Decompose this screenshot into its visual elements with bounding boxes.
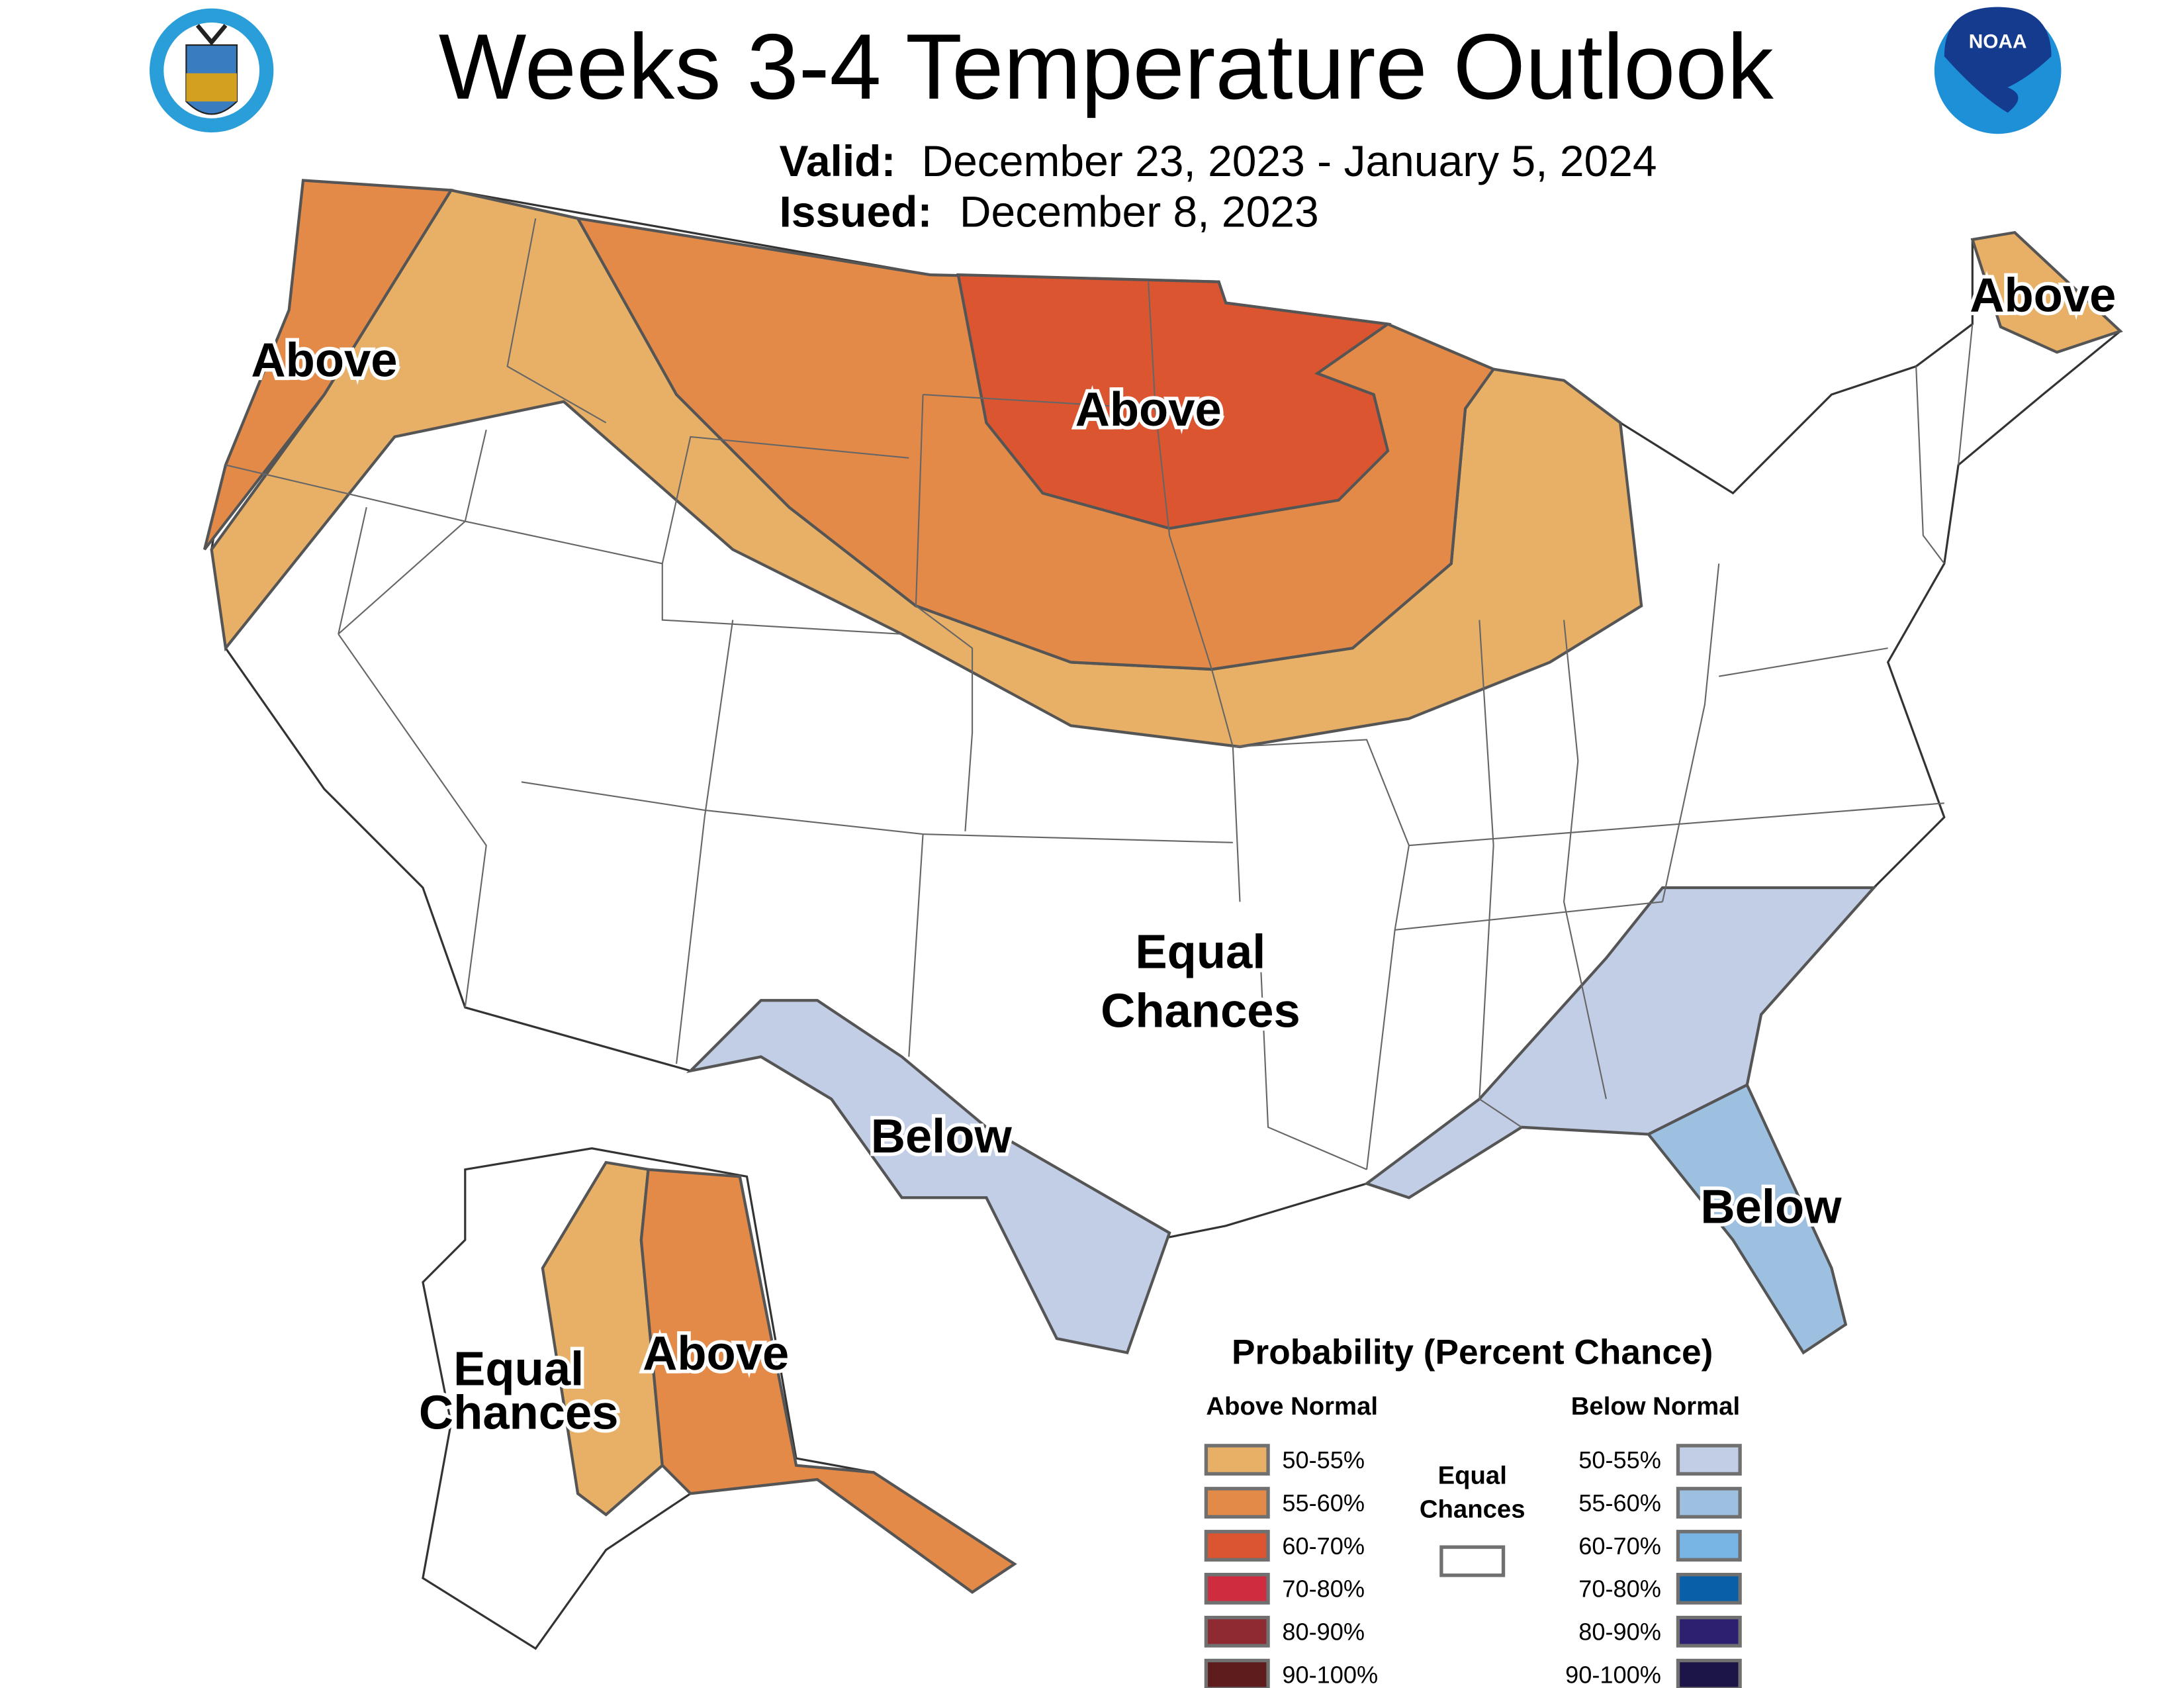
legend-label-above-5: 90-100% (1282, 1662, 1378, 1688)
valid-label: Valid: (779, 136, 895, 185)
noaa-logo: NOAA (1934, 7, 2062, 134)
department-of-commerce-seal (150, 8, 274, 133)
legend-swatch-below-1 (1676, 1487, 1742, 1519)
legend-swatch-below-5 (1676, 1658, 1742, 1688)
label-alaska-above: Above (643, 1327, 789, 1380)
legend-equal-2: Chances (1420, 1495, 1525, 1523)
region-above-60-70-upper-midwest (956, 273, 1392, 530)
issued-label: Issued: (779, 187, 932, 236)
legend-swatch-below-4 (1676, 1615, 1742, 1648)
label-pacific-nw: Above (251, 333, 397, 387)
region-below-55-60-florida (1646, 1083, 1848, 1355)
label-north-central: Above (1075, 383, 1222, 436)
label-florida-below: Below (1700, 1180, 1842, 1234)
legend-swatch-above-5 (1204, 1658, 1270, 1688)
legend-swatch-below-0 (1676, 1444, 1742, 1476)
legend-label-above-2: 60-70% (1282, 1532, 1365, 1560)
valid-range: December 23, 2023 - January 5, 2024 (921, 136, 1657, 185)
legend-label-below-5: 90-100% (1565, 1662, 1661, 1688)
legend-swatch-above-4 (1204, 1615, 1270, 1648)
legend-swatch-below-3 (1676, 1572, 1742, 1605)
legend-below-header: Below Normal (1571, 1392, 1740, 1421)
legend-swatch-equal (1439, 1545, 1506, 1577)
legend-swatch-below-2 (1676, 1530, 1742, 1562)
legend-swatch-above-0 (1204, 1444, 1270, 1476)
label-maine: Above (1970, 268, 2116, 322)
legend-label-below-2: 60-70% (1578, 1532, 1661, 1560)
issued-date: December 8, 2023 (960, 187, 1319, 236)
region-below-50-55-southeast (1363, 886, 1878, 1199)
legend-equal-1: Equal (1438, 1461, 1507, 1489)
label-alaska-equal-1: Equal (453, 1342, 584, 1395)
state-borders (225, 218, 1974, 1170)
legend-label-above-1: 55-60% (1282, 1489, 1365, 1517)
region-above-50-55-maine (1970, 230, 2123, 354)
legend-label-below-1: 55-60% (1578, 1489, 1661, 1517)
legend-swatch-above-3 (1204, 1572, 1270, 1605)
legend-label-above-0: 50-55% (1282, 1446, 1365, 1474)
region-above-55-60-pacific-nw (203, 179, 454, 551)
label-alaska-equal-2: Chances (419, 1385, 619, 1439)
region-below-50-55-texas (686, 999, 1171, 1354)
label-equal-chances-2: Chances (1101, 984, 1300, 1038)
legend-above-header: Above Normal (1206, 1392, 1378, 1421)
label-texas-below: Below (871, 1109, 1013, 1163)
noaa-logo-text: NOAA (1969, 30, 2027, 52)
legend-label-below-4: 80-90% (1578, 1618, 1661, 1646)
forecast-regions (203, 179, 2123, 1355)
alaska-region-above-55-60 (639, 1168, 1017, 1594)
legend-label-above-4: 80-90% (1282, 1618, 1365, 1646)
legend-label-below-3: 70-80% (1578, 1575, 1661, 1603)
page-title: Weeks 3-4 Temperature Outlook (439, 15, 1774, 118)
legend-label-above-3: 70-80% (1282, 1575, 1365, 1603)
legend-swatch-above-1 (1204, 1487, 1270, 1519)
label-equal-chances-1: Equal (1135, 925, 1265, 978)
legend-label-below-0: 50-55% (1578, 1446, 1661, 1474)
legend-swatch-above-2 (1204, 1530, 1270, 1562)
legend: Probability (Percent Chance) Above Norma… (1204, 1333, 1742, 1688)
legend-title: Probability (Percent Chance) (1232, 1333, 1713, 1372)
